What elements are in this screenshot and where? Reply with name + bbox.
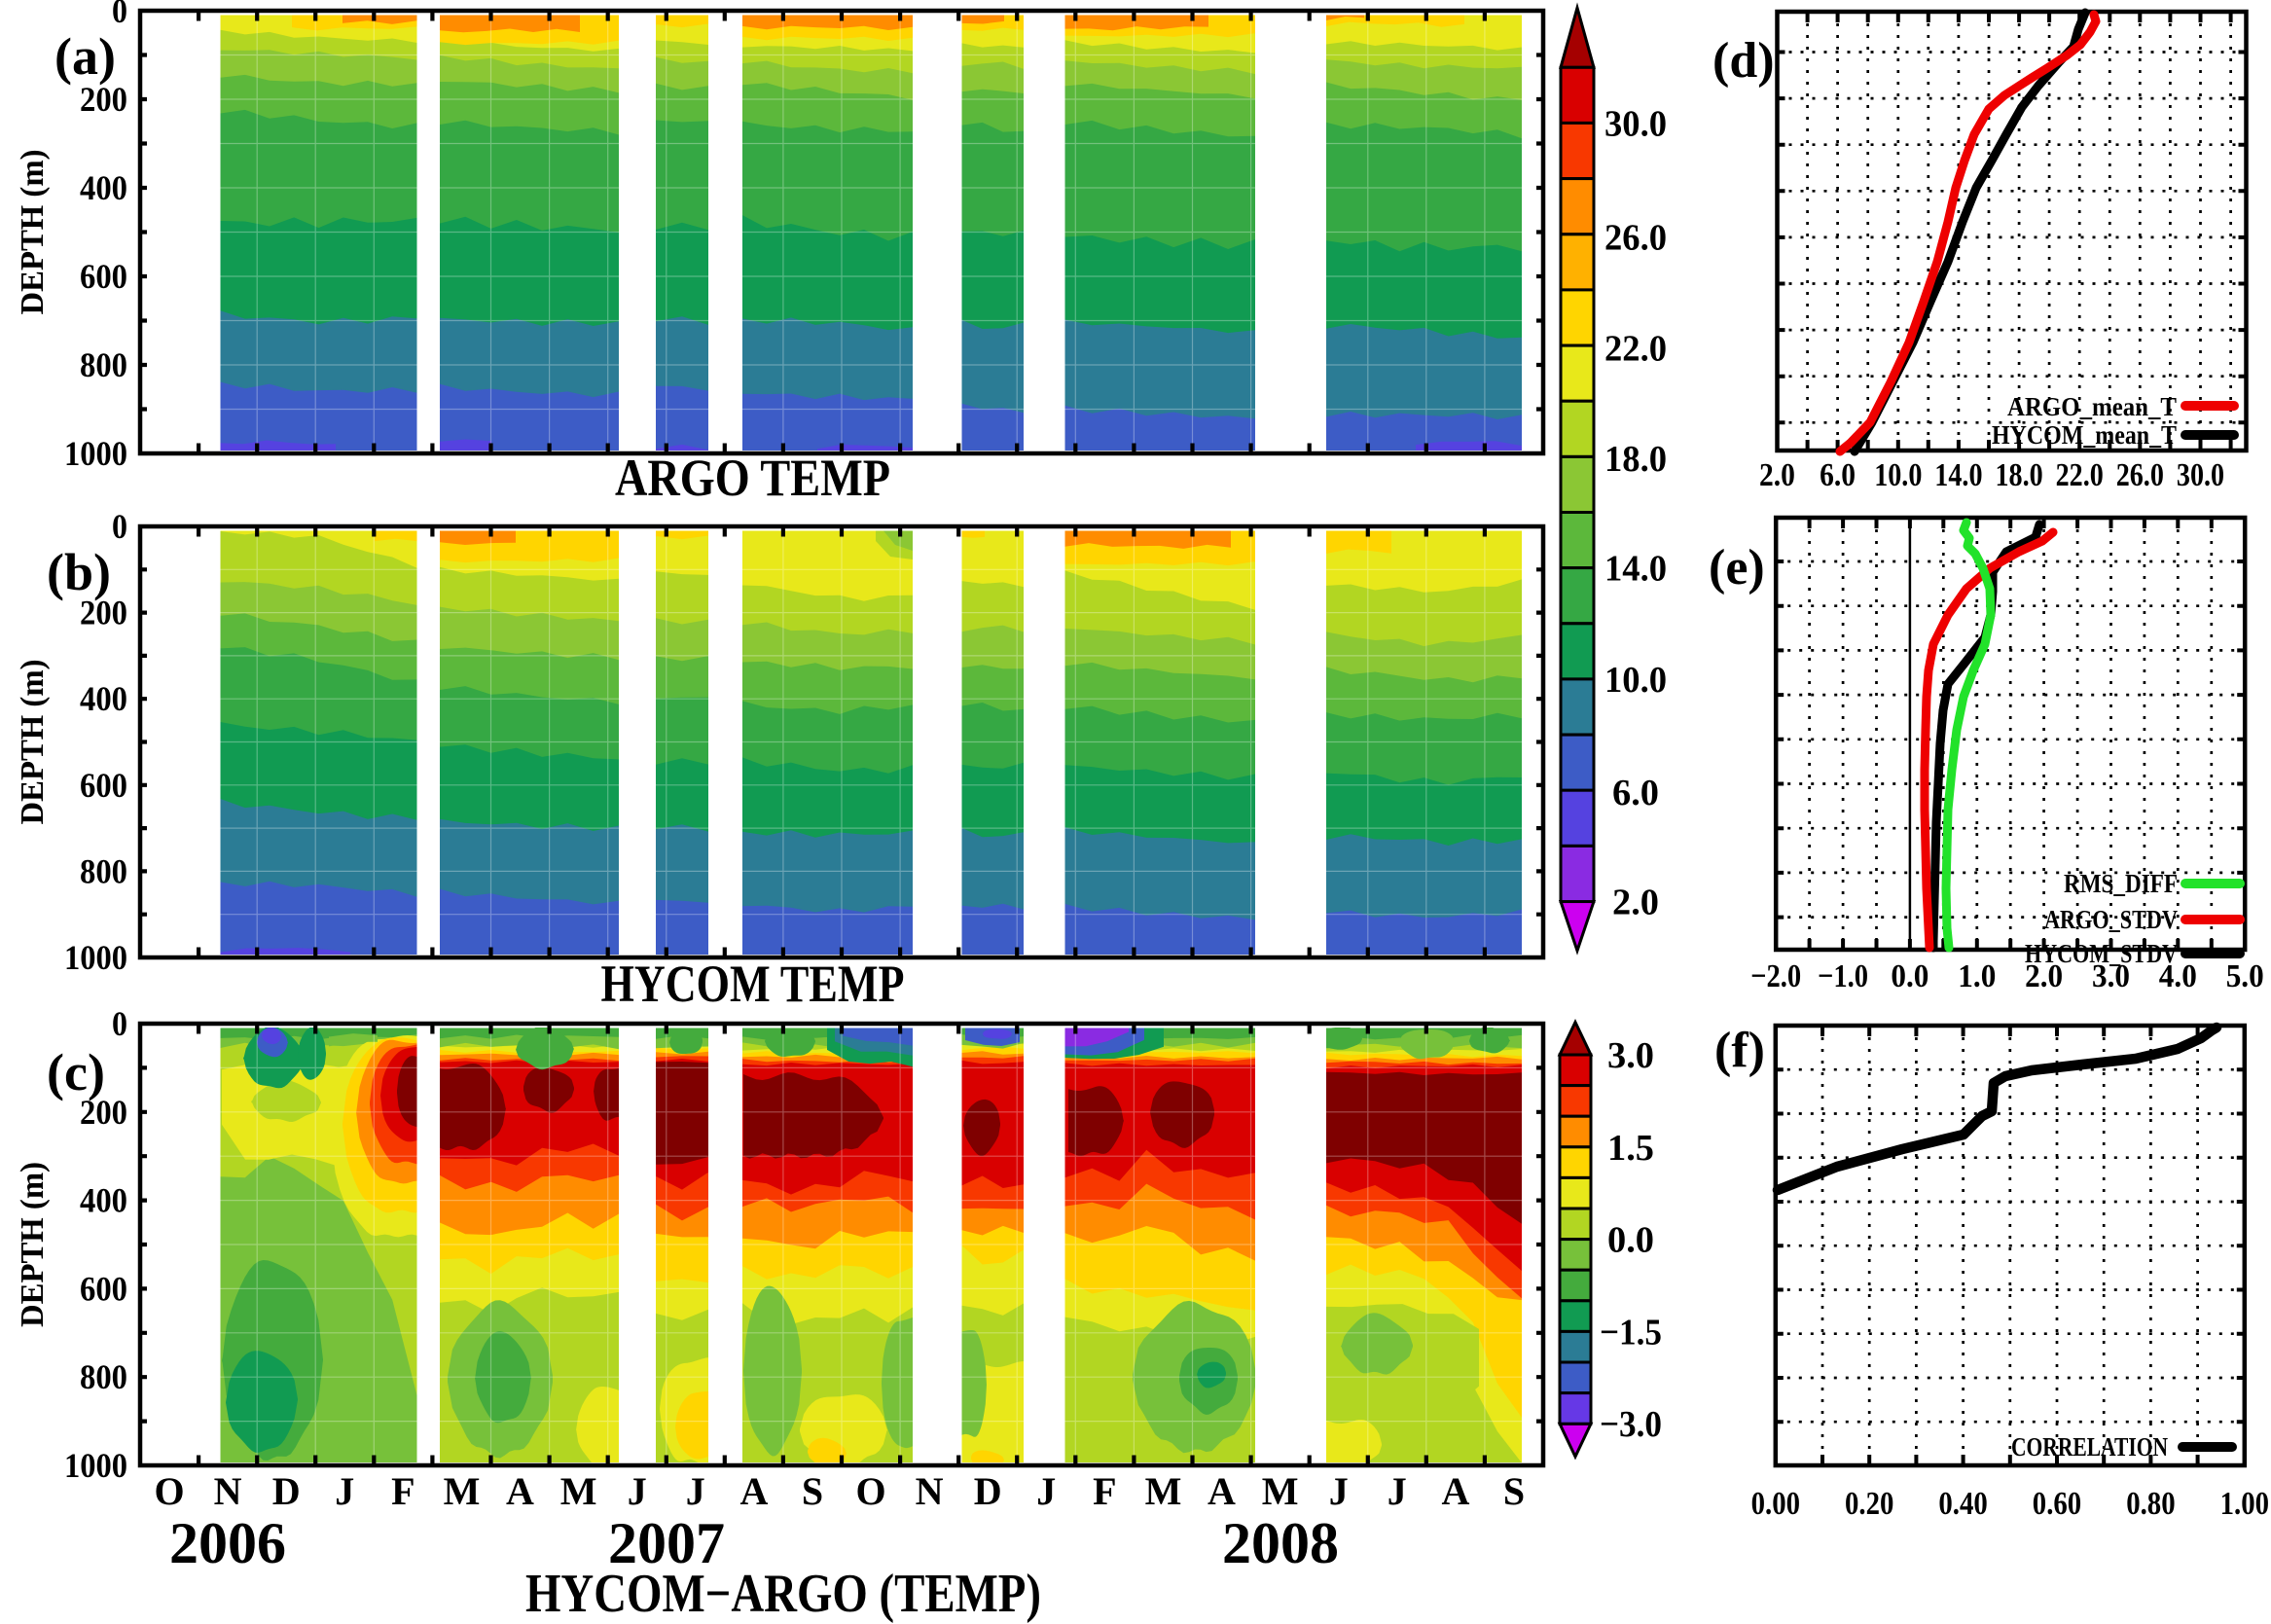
svg-text:600: 600 <box>80 766 127 805</box>
svg-text:HYCOM_STDV: HYCOM_STDV <box>2025 939 2178 968</box>
svg-text:M: M <box>444 1469 481 1513</box>
svg-text:ARGO_STDV: ARGO_STDV <box>2044 905 2178 934</box>
svg-text:22.0: 22.0 <box>2056 457 2104 493</box>
svg-text:0: 0 <box>112 0 127 30</box>
svg-text:3.0: 3.0 <box>1607 1035 1654 1076</box>
svg-text:4.0: 4.0 <box>2159 958 2197 994</box>
svg-text:1000: 1000 <box>64 434 127 473</box>
svg-text:0.80: 0.80 <box>2126 1486 2175 1522</box>
svg-text:J: J <box>628 1469 647 1513</box>
svg-text:0.20: 0.20 <box>1845 1486 1893 1522</box>
svg-text:600: 600 <box>80 1269 127 1308</box>
svg-text:O: O <box>154 1469 184 1513</box>
svg-text:F: F <box>391 1469 415 1513</box>
svg-text:0: 0 <box>112 1004 127 1043</box>
svg-text:400: 400 <box>80 1181 127 1220</box>
svg-text:18.0: 18.0 <box>1996 457 2043 493</box>
svg-text:A: A <box>739 1469 768 1513</box>
svg-text:(b): (b) <box>47 543 111 601</box>
svg-text:CORRELATION: CORRELATION <box>2011 1432 2168 1462</box>
svg-text:30.0: 30.0 <box>1604 103 1667 144</box>
svg-text:F: F <box>1093 1469 1116 1513</box>
svg-text:2.0: 2.0 <box>1759 457 1795 493</box>
svg-text:M: M <box>1145 1469 1182 1513</box>
svg-text:HYCOM TEMP: HYCOM TEMP <box>601 955 905 1013</box>
svg-text:1000: 1000 <box>64 1446 127 1485</box>
svg-text:0.40: 0.40 <box>1938 1486 1987 1522</box>
svg-text:A: A <box>506 1469 534 1513</box>
svg-text:O: O <box>855 1469 885 1513</box>
svg-text:(f): (f) <box>1714 1023 1765 1078</box>
svg-text:200: 200 <box>80 80 127 119</box>
svg-text:22.0: 22.0 <box>1604 328 1667 369</box>
svg-text:J: J <box>1036 1469 1056 1513</box>
svg-text:−3.0: −3.0 <box>1600 1404 1662 1445</box>
svg-text:400: 400 <box>80 679 127 718</box>
svg-text:(a): (a) <box>54 27 116 86</box>
svg-text:J: J <box>1329 1469 1349 1513</box>
svg-text:2.0: 2.0 <box>2025 958 2063 994</box>
svg-text:800: 800 <box>80 851 127 890</box>
svg-text:2006: 2006 <box>169 1511 286 1575</box>
svg-text:26.0: 26.0 <box>1604 217 1667 258</box>
svg-text:−1.5: −1.5 <box>1600 1312 1662 1353</box>
svg-text:6.0: 6.0 <box>1820 457 1856 493</box>
svg-text:2008: 2008 <box>1222 1511 1339 1575</box>
svg-text:18.0: 18.0 <box>1604 439 1667 480</box>
svg-text:DEPTH (m): DEPTH (m) <box>15 1162 51 1327</box>
svg-text:M: M <box>560 1469 597 1513</box>
svg-text:J: J <box>335 1469 354 1513</box>
svg-text:10.0: 10.0 <box>1604 660 1667 701</box>
svg-text:14.0: 14.0 <box>1934 457 1982 493</box>
svg-text:600: 600 <box>80 257 127 296</box>
svg-text:2007: 2007 <box>608 1511 725 1575</box>
svg-text:10.0: 10.0 <box>1874 457 1922 493</box>
svg-text:RMS_DIFF: RMS_DIFF <box>2064 869 2178 898</box>
svg-text:2.0: 2.0 <box>1612 882 1659 922</box>
svg-text:S: S <box>1503 1469 1525 1513</box>
svg-text:0.0: 0.0 <box>1891 958 1929 994</box>
svg-text:N: N <box>916 1469 944 1513</box>
svg-text:A: A <box>1208 1469 1236 1513</box>
svg-text:200: 200 <box>80 1093 127 1132</box>
svg-text:3.0: 3.0 <box>2092 958 2130 994</box>
svg-text:0: 0 <box>112 507 127 546</box>
svg-text:(e): (e) <box>1709 540 1765 595</box>
svg-text:A: A <box>1441 1469 1469 1513</box>
svg-text:14.0: 14.0 <box>1604 549 1667 590</box>
svg-text:N: N <box>214 1469 242 1513</box>
svg-text:400: 400 <box>80 168 127 207</box>
svg-text:D: D <box>974 1469 1002 1513</box>
svg-text:0.0: 0.0 <box>1607 1220 1654 1261</box>
svg-text:6.0: 6.0 <box>1612 773 1659 813</box>
svg-text:−1.0: −1.0 <box>1818 958 1868 994</box>
svg-text:J: J <box>1388 1469 1407 1513</box>
svg-text:HYCOM−ARGO (TEMP): HYCOM−ARGO (TEMP) <box>525 1564 1041 1624</box>
svg-text:(d): (d) <box>1712 33 1775 89</box>
svg-text:200: 200 <box>80 594 127 632</box>
svg-text:1.00: 1.00 <box>2220 1486 2269 1522</box>
svg-text:26.0: 26.0 <box>2116 457 2164 493</box>
svg-text:1.0: 1.0 <box>1958 958 1996 994</box>
svg-text:−2.0: −2.0 <box>1750 958 1801 994</box>
svg-text:0.60: 0.60 <box>2033 1486 2081 1522</box>
svg-text:M: M <box>1262 1469 1299 1513</box>
svg-text:J: J <box>686 1469 705 1513</box>
svg-text:DEPTH (m): DEPTH (m) <box>15 150 51 315</box>
svg-text:800: 800 <box>80 1357 127 1396</box>
svg-text:5.0: 5.0 <box>2226 958 2264 994</box>
svg-text:1.5: 1.5 <box>1607 1128 1654 1169</box>
svg-text:0.00: 0.00 <box>1751 1486 1800 1522</box>
svg-text:1000: 1000 <box>64 938 127 977</box>
svg-text:DEPTH (m): DEPTH (m) <box>15 660 51 825</box>
svg-text:S: S <box>802 1469 823 1513</box>
svg-text:ARGO_mean_T: ARGO_mean_T <box>2007 392 2177 421</box>
svg-text:(c): (c) <box>47 1043 105 1101</box>
svg-text:D: D <box>272 1469 301 1513</box>
svg-text:800: 800 <box>80 345 127 384</box>
svg-text:HYCOM_mean_T: HYCOM_mean_T <box>1992 420 2177 450</box>
svg-text:ARGO TEMP: ARGO TEMP <box>615 449 890 507</box>
svg-text:30.0: 30.0 <box>2177 457 2224 493</box>
